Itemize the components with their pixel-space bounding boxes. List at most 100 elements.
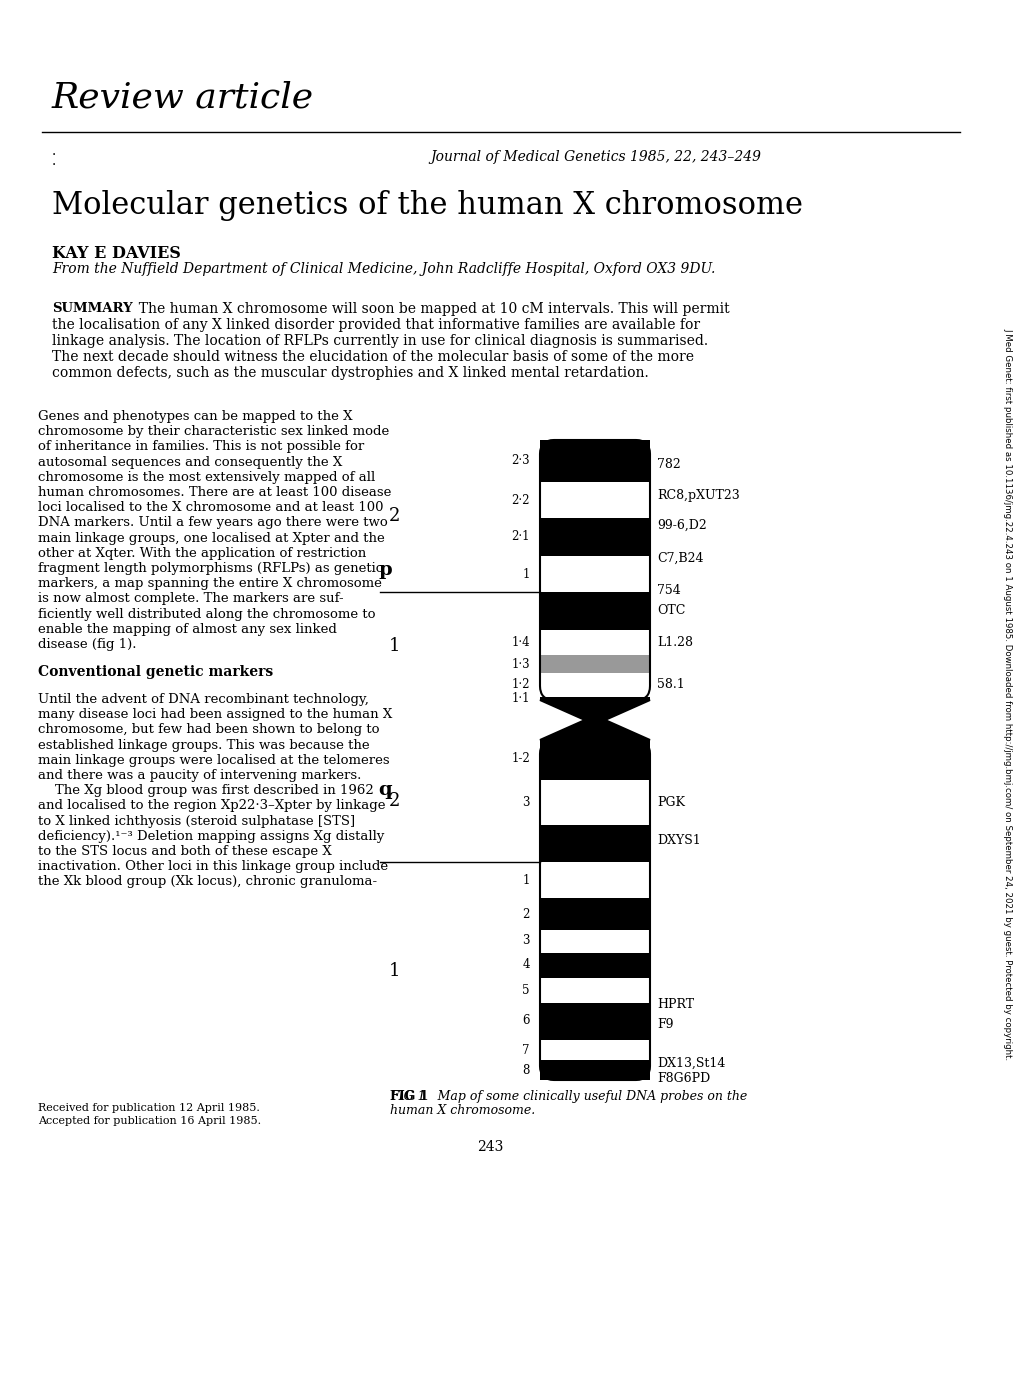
Text: 3: 3 <box>522 796 530 810</box>
Text: fragment length polymorphisms (RFLPs) as genetic: fragment length polymorphisms (RFLPs) as… <box>38 562 383 576</box>
Text: The next decade should witness the elucidation of the molecular basis of some of: The next decade should witness the eluci… <box>52 350 693 363</box>
Text: other at Xqter. With the application of restriction: other at Xqter. With the application of … <box>38 546 366 560</box>
Text: Review article: Review article <box>52 80 314 114</box>
Bar <box>539 1040 649 1060</box>
Bar <box>539 483 649 517</box>
Text: F8G6PD: F8G6PD <box>656 1072 709 1085</box>
Text: inactivation. Other loci in this linkage group include: inactivation. Other loci in this linkage… <box>38 860 388 874</box>
Text: loci localised to the X chromosome and at least 100: loci localised to the X chromosome and a… <box>38 501 383 515</box>
Text: 2: 2 <box>389 792 400 810</box>
Text: 58.1: 58.1 <box>656 678 684 692</box>
Text: 1: 1 <box>522 567 530 581</box>
Bar <box>539 741 649 779</box>
Text: 1: 1 <box>389 963 400 981</box>
Bar <box>539 931 649 953</box>
Text: 1: 1 <box>522 874 530 886</box>
Text: to X linked ichthyosis (steroid sulphatase [STS]: to X linked ichthyosis (steroid sulphata… <box>38 814 355 828</box>
Text: the Xk blood group (Xk locus), chronic granuloma-: the Xk blood group (Xk locus), chronic g… <box>38 875 377 889</box>
Text: deficiency).¹⁻³ Deletion mapping assigns Xg distally: deficiency).¹⁻³ Deletion mapping assigns… <box>38 829 384 843</box>
Bar <box>539 592 649 630</box>
Text: Received for publication 12 April 1985.: Received for publication 12 April 1985. <box>38 1103 260 1112</box>
Text: established linkage groups. This was because the: established linkage groups. This was bec… <box>38 739 369 752</box>
Text: and there was a paucity of intervening markers.: and there was a paucity of intervening m… <box>38 768 361 782</box>
Text: is now almost complete. The markers are suf-: is now almost complete. The markers are … <box>38 592 343 605</box>
Bar <box>539 1003 649 1040</box>
Text: FIG 1: FIG 1 <box>389 1090 428 1103</box>
Text: ·: · <box>52 148 56 162</box>
Bar <box>539 556 649 592</box>
Text: Until the advent of DNA recombinant technology,: Until the advent of DNA recombinant tech… <box>38 694 369 706</box>
Text: 2·3: 2·3 <box>511 455 530 467</box>
Text: The Xg blood group was first described in 1962: The Xg blood group was first described i… <box>38 784 373 798</box>
Text: 5: 5 <box>522 983 530 996</box>
Text: Genes and phenotypes can be mapped to the X: Genes and phenotypes can be mapped to th… <box>38 411 353 423</box>
Text: Conventional genetic markers: Conventional genetic markers <box>38 664 273 680</box>
Text: 2: 2 <box>389 508 400 526</box>
Text: 4: 4 <box>522 958 530 971</box>
Text: 1·2: 1·2 <box>511 678 530 692</box>
Text: 99-6,D2: 99-6,D2 <box>656 519 706 531</box>
Bar <box>539 630 649 655</box>
Bar <box>539 440 649 483</box>
Bar <box>539 1060 649 1080</box>
Text: HPRT: HPRT <box>656 999 694 1011</box>
Text: the localisation of any X linked disorder provided that informative families are: the localisation of any X linked disorde… <box>52 318 699 331</box>
Bar <box>539 779 649 825</box>
Text: ficiently well distributed along the chromosome to: ficiently well distributed along the chr… <box>38 608 375 620</box>
Text: to the STS locus and both of these escape X: to the STS locus and both of these escap… <box>38 845 331 859</box>
Text: 2: 2 <box>522 907 530 921</box>
Text: disease (fig 1).: disease (fig 1). <box>38 638 137 651</box>
Text: human chromosomes. There are at least 100 disease: human chromosomes. There are at least 10… <box>38 485 391 499</box>
Text: 1·1: 1·1 <box>511 692 530 705</box>
Text: F9: F9 <box>656 1018 673 1032</box>
Text: 1·3: 1·3 <box>511 657 530 670</box>
Text: The human X chromosome will soon be mapped at 10 cM intervals. This will permit: The human X chromosome will soon be mapp… <box>129 302 729 316</box>
Text: 2·1: 2·1 <box>511 530 530 544</box>
Text: main linkage groups were localised at the telomeres: main linkage groups were localised at th… <box>38 753 389 767</box>
Text: RC8,pXUT23: RC8,pXUT23 <box>656 488 739 502</box>
Bar <box>539 673 649 698</box>
Text: 1-2: 1-2 <box>511 752 530 764</box>
Text: From the Nuffield Department of Clinical Medicine, John Radcliffe Hospital, Oxfo: From the Nuffield Department of Clinical… <box>52 262 714 276</box>
Text: 1·4: 1·4 <box>511 637 530 649</box>
Text: 7: 7 <box>522 1043 530 1057</box>
Text: PGK: PGK <box>656 796 685 810</box>
Text: 2·2: 2·2 <box>511 494 530 506</box>
Text: chromosome, but few had been shown to belong to: chromosome, but few had been shown to be… <box>38 724 379 736</box>
Bar <box>539 861 649 897</box>
Text: markers, a map spanning the entire X chromosome: markers, a map spanning the entire X chr… <box>38 577 381 591</box>
Text: of inheritance in families. This is not possible for: of inheritance in families. This is not … <box>38 441 364 454</box>
Text: DX13,St14: DX13,St14 <box>656 1057 725 1069</box>
Bar <box>539 897 649 931</box>
Text: OTC: OTC <box>656 603 685 616</box>
Bar <box>539 978 649 1003</box>
Text: 3: 3 <box>522 935 530 947</box>
Text: DXYS1: DXYS1 <box>656 834 700 846</box>
Text: autosomal sequences and consequently the X: autosomal sequences and consequently the… <box>38 455 342 469</box>
Text: and localised to the region Xp22·3–Xpter by linkage: and localised to the region Xp22·3–Xpter… <box>38 799 385 813</box>
Text: chromosome by their characteristic sex linked mode: chromosome by their characteristic sex l… <box>38 426 389 438</box>
Text: L1.28: L1.28 <box>656 637 692 649</box>
Text: 782: 782 <box>656 459 680 472</box>
Text: 243: 243 <box>476 1140 502 1154</box>
Text: chromosome is the most extensively mapped of all: chromosome is the most extensively mappe… <box>38 470 375 484</box>
Text: C7,B24: C7,B24 <box>656 552 703 565</box>
Text: enable the mapping of almost any sex linked: enable the mapping of almost any sex lin… <box>38 623 336 635</box>
Text: J Med Genet: first published as 10.1136/jmg.22.4.243 on 1 August 1985. Downloade: J Med Genet: first published as 10.1136/… <box>1003 327 1012 1060</box>
Text: SUMMARY: SUMMARY <box>52 302 132 315</box>
Text: DNA markers. Until a few years ago there were two: DNA markers. Until a few years ago there… <box>38 516 387 530</box>
Polygon shape <box>539 700 649 741</box>
Text: linkage analysis. The location of RFLPs currently in use for clinical diagnosis : linkage analysis. The location of RFLPs … <box>52 334 707 348</box>
Text: many disease loci had been assigned to the human X: many disease loci had been assigned to t… <box>38 709 392 721</box>
Text: q: q <box>378 781 391 799</box>
Bar <box>539 953 649 978</box>
Text: human X chromosome.: human X chromosome. <box>389 1104 535 1117</box>
Text: FIG 1   Map of some clinically useful DNA probes on the: FIG 1 Map of some clinically useful DNA … <box>389 1090 747 1103</box>
Text: common defects, such as the muscular dystrophies and X linked mental retardation: common defects, such as the muscular dys… <box>52 366 648 380</box>
Text: Journal of Medical Genetics 1985, 22, 243–249: Journal of Medical Genetics 1985, 22, 24… <box>430 150 760 164</box>
Text: Accepted for publication 16 April 1985.: Accepted for publication 16 April 1985. <box>38 1117 261 1126</box>
Text: 8: 8 <box>522 1064 530 1076</box>
Text: 1: 1 <box>389 637 400 655</box>
Bar <box>539 825 649 861</box>
Text: 754: 754 <box>656 584 680 596</box>
